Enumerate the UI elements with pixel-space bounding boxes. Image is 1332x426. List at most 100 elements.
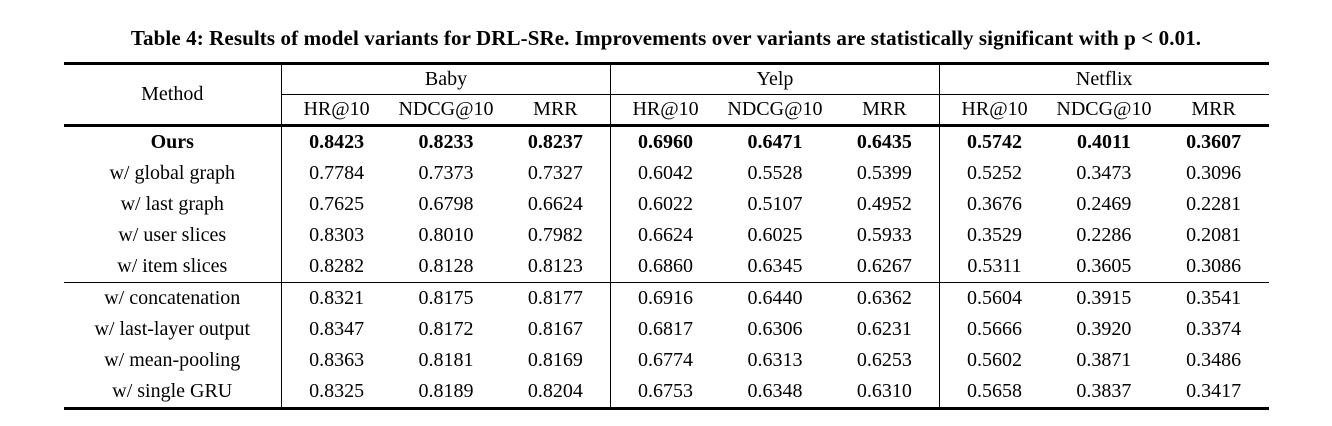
value-cell: 0.3605 <box>1076 255 1132 277</box>
value-cell: 0.3374 <box>1186 318 1242 340</box>
value-cell: 0.8237 <box>527 131 583 153</box>
group-header-netflix: Netflix <box>938 63 1269 95</box>
value-cell: 0.6306 <box>747 318 803 340</box>
value-cell: 0.6348 <box>747 380 803 402</box>
table-row: w/ concatenation 0.8321 0.8175 0.8177 0.6916… <box>63 282 1269 314</box>
metric-header-yelp-ndcg10: NDCG@10 <box>727 98 823 120</box>
value-cell: 0.8189 <box>418 380 474 402</box>
value-cell: 0.8204 <box>527 380 583 402</box>
value-cell: 0.6231 <box>856 318 912 340</box>
value-cell: 0.2469 <box>1076 193 1132 215</box>
value-cell: 0.8128 <box>418 255 474 277</box>
method-cell: w/ last graph <box>120 193 224 215</box>
value-cell: 0.8123 <box>527 255 583 277</box>
value-cell: 0.8325 <box>281 376 392 409</box>
method-cell: w/ last-layer output <box>94 318 251 340</box>
table-row: w/ global graph 0.7784 0.7373 0.7327 0.6042 0… <box>64 158 1269 189</box>
metric-header-baby-mrr: MRR <box>533 98 578 120</box>
value-cell: 0.8169 <box>527 349 583 371</box>
value-cell: 0.8167 <box>527 318 583 340</box>
value-cell: 0.8303 <box>281 220 392 251</box>
value-cell: 0.6440 <box>720 282 830 314</box>
value-cell: 0.2281 <box>1186 193 1242 215</box>
value-cell: 0.5252 <box>938 158 1050 189</box>
value-cell: 0.5742 <box>938 125 1050 158</box>
value-cell: 0.5107 <box>747 193 803 215</box>
value-cell: 0.3486 <box>1186 349 1242 371</box>
method-cell: w/ item slices <box>117 255 228 277</box>
value-cell: 0.5604 <box>938 282 1050 314</box>
value-cell: 0.3473 <box>1076 162 1132 184</box>
value-cell: 0.6253 <box>856 349 912 371</box>
value-cell: 0.3676 <box>938 189 1050 220</box>
value-cell: 0.3541 <box>1158 282 1269 314</box>
metric-header-yelp-mrr: MRR <box>862 98 907 120</box>
value-cell: 0.8010 <box>418 224 474 246</box>
method-cell: w/ mean-pooling <box>104 349 241 371</box>
table-row: Ours 0.8423 0.8233 0.8237 0.6960 0.6471 0.6435… <box>64 125 1269 158</box>
metric-header-row: HR@10 NDCG@10 MRR HR@10 NDCG@10 MRR HR@10 NDCG@… <box>64 94 1269 126</box>
table-row: w/ mean-pooling 0.8363 0.8181 0.8169 0.6774 0… <box>64 345 1269 376</box>
metric-header-netflix-ndcg10: NDCG@10 <box>1056 98 1152 120</box>
value-cell: 0.8172 <box>418 318 474 340</box>
value-cell: 0.8363 <box>281 345 392 376</box>
method-cell: w/ single GRU <box>112 380 233 402</box>
metric-header-yelp-hr10: HR@10 <box>609 94 721 126</box>
value-cell: 0.6345 <box>747 255 803 277</box>
value-cell: 0.7625 <box>281 189 392 220</box>
table-row: w/ last graph 0.7625 0.6798 0.6624 0.6022 0.5… <box>64 189 1269 220</box>
group-header-baby: Baby <box>281 63 611 95</box>
value-cell: 0.5666 <box>938 314 1050 345</box>
value-cell: 0.4952 <box>856 193 912 215</box>
value-cell: 0.2081 <box>1186 224 1242 246</box>
value-cell: 0.6860 <box>609 251 721 283</box>
value-cell: 0.3920 <box>1076 318 1132 340</box>
method-cell: Ours <box>150 131 194 153</box>
table-row: w/ last-layer output 0.8347 0.8172 0.8167 0.… <box>64 314 1269 345</box>
method-cell: w/ global graph <box>109 162 236 184</box>
value-cell: 0.5933 <box>856 224 912 246</box>
value-cell: 0.6960 <box>609 125 721 158</box>
value-cell: 0.6313 <box>747 349 803 371</box>
value-cell: 0.6435 <box>856 131 912 153</box>
value-cell: 0.3837 <box>1076 380 1132 402</box>
value-cell: 0.6774 <box>609 345 721 376</box>
group-header-row: Method Baby Yelp Netflix <box>64 63 1269 105</box>
value-cell: 0.4011 <box>1076 131 1131 153</box>
value-cell: 0.6267 <box>856 255 912 277</box>
value-cell: 0.8181 <box>418 349 474 371</box>
value-cell: 0.6753 <box>609 376 721 409</box>
value-cell: 0.3096 <box>1186 162 1242 184</box>
value-cell: 0.6022 <box>609 189 721 220</box>
value-cell: 0.3607 <box>1186 131 1242 153</box>
value-cell: 0.8423 <box>281 125 392 158</box>
value-cell: 0.7784 <box>281 158 392 189</box>
value-cell: 0.7327 <box>527 162 583 184</box>
value-cell: 0.6624 <box>527 193 583 215</box>
metric-header-netflix-mrr: MRR <box>1191 98 1236 120</box>
value-cell: 0.5311 <box>938 251 1050 283</box>
results-table: Method Baby Yelp Netflix HR@10 NDCG@10 MRR HR@1… <box>63 62 1269 410</box>
value-cell: 0.3086 <box>1186 255 1242 277</box>
value-cell: 0.6042 <box>609 158 721 189</box>
value-cell: 0.8321 <box>281 282 392 314</box>
value-cell: 0.5658 <box>938 376 1050 409</box>
value-cell: 0.6025 <box>747 224 803 246</box>
value-cell: 0.5528 <box>747 162 803 184</box>
table-row: w/ single GRU 0.8325 0.8189 0.8204 0.6753 0.6… <box>64 376 1269 409</box>
value-cell: 0.8177 <box>500 282 611 314</box>
table-header: Method Baby Yelp Netflix HR@10 NDCG@10 MRR HR@1… <box>63 63 1269 126</box>
value-cell: 0.3529 <box>938 220 1050 251</box>
value-cell: 0.6624 <box>609 220 721 251</box>
table-row: w/ user slices 0.8303 0.8010 0.7982 0.6624 0.… <box>64 220 1269 251</box>
method-cell: w/ user slices <box>118 224 227 246</box>
metric-header-baby-ndcg10: NDCG@10 <box>398 98 494 120</box>
value-cell: 0.8282 <box>281 251 392 283</box>
value-cell: 0.6310 <box>856 380 912 402</box>
value-cell: 0.6471 <box>747 131 803 153</box>
value-cell: 0.3417 <box>1186 380 1242 402</box>
value-cell: 0.8175 <box>391 282 501 314</box>
table-row: w/ item slices 0.8282 0.8128 0.8123 0.6860 0.… <box>64 251 1269 283</box>
value-cell: 0.5602 <box>938 345 1050 376</box>
